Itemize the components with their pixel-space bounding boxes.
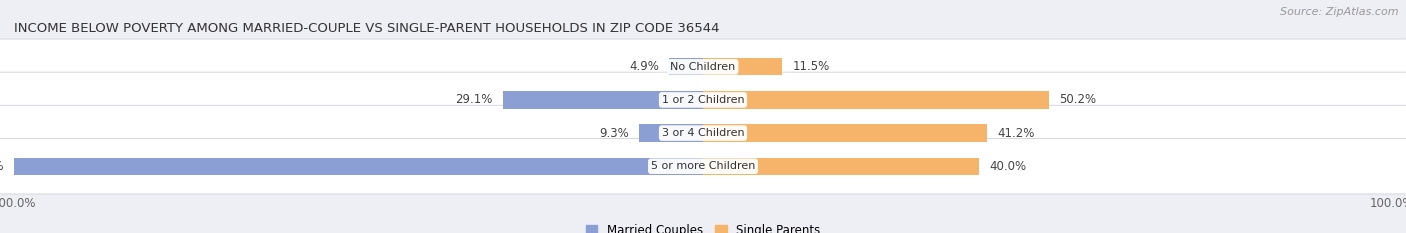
Text: 9.3%: 9.3%	[599, 127, 628, 140]
Text: 40.0%: 40.0%	[988, 160, 1026, 173]
Text: 29.1%: 29.1%	[454, 93, 492, 106]
Text: Source: ZipAtlas.com: Source: ZipAtlas.com	[1281, 7, 1399, 17]
Text: 3 or 4 Children: 3 or 4 Children	[662, 128, 744, 138]
Bar	[703, 91, 1049, 109]
FancyBboxPatch shape	[0, 105, 1406, 161]
Bar	[703, 158, 979, 175]
Text: 11.5%: 11.5%	[793, 60, 830, 73]
Text: 5 or more Children: 5 or more Children	[651, 161, 755, 171]
Bar	[703, 58, 782, 75]
Text: 41.2%: 41.2%	[997, 127, 1035, 140]
Text: 4.9%: 4.9%	[628, 60, 659, 73]
Text: No Children: No Children	[671, 62, 735, 72]
Bar	[703, 124, 987, 142]
Bar	[638, 124, 703, 142]
Bar	[669, 58, 703, 75]
Bar	[14, 158, 703, 175]
Text: 1 or 2 Children: 1 or 2 Children	[662, 95, 744, 105]
Bar	[502, 91, 703, 109]
FancyBboxPatch shape	[0, 72, 1406, 128]
Text: INCOME BELOW POVERTY AMONG MARRIED-COUPLE VS SINGLE-PARENT HOUSEHOLDS IN ZIP COD: INCOME BELOW POVERTY AMONG MARRIED-COUPL…	[14, 22, 720, 35]
Text: 50.2%: 50.2%	[1059, 93, 1097, 106]
FancyBboxPatch shape	[0, 138, 1406, 194]
Text: 100.0%: 100.0%	[0, 160, 4, 173]
Legend: Married Couples, Single Parents: Married Couples, Single Parents	[581, 219, 825, 233]
FancyBboxPatch shape	[0, 39, 1406, 95]
